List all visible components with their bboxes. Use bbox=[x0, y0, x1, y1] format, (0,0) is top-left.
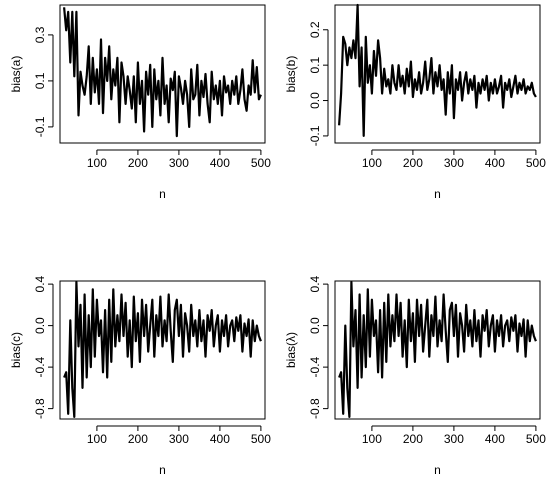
y-tick-label: 0.2 bbox=[308, 21, 322, 38]
y-tick-label: 0.1 bbox=[308, 56, 322, 73]
y-axis-label: bias(c) bbox=[9, 332, 23, 368]
x-tick-label: 200 bbox=[128, 432, 148, 446]
x-tick-label: 200 bbox=[403, 156, 423, 170]
y-tick-label: 0.0 bbox=[308, 317, 322, 334]
plot-frame bbox=[59, 4, 266, 144]
panel-1: 100 200 300 400 500 -0.1 0.1 0.3 n bias(a) bbox=[9, 4, 271, 201]
y-tick-label: -0.4 bbox=[33, 356, 47, 377]
panel-4: 100 200 300 400 500 -0.8 -0.4 0.0 0.4 n bias(λ) bbox=[284, 275, 546, 477]
y-tick-label: 0.0 bbox=[33, 317, 47, 334]
x-tick-label: 200 bbox=[403, 432, 423, 446]
x-tick-label: 400 bbox=[210, 156, 230, 170]
x-tick-label: 400 bbox=[210, 432, 230, 446]
series-line bbox=[338, 3, 537, 137]
plot-frame bbox=[334, 280, 541, 420]
panel-3: 100 200 300 400 500 -0.8 -0.4 0.0 0.4 n bias(c) bbox=[9, 275, 271, 477]
y-axis-label: bias(b) bbox=[284, 56, 298, 93]
x-tick-label: 500 bbox=[251, 156, 271, 170]
x-axis-label: n bbox=[159, 463, 166, 477]
plot-frame bbox=[59, 280, 266, 420]
y-tick-label: -0.8 bbox=[33, 398, 47, 419]
panel-2: 100 200 300 400 500 -0.1 0.0 0.1 0.2 n bias(b) bbox=[284, 3, 546, 201]
x-tick-label: 100 bbox=[87, 432, 107, 446]
y-tick-label: -0.4 bbox=[308, 356, 322, 377]
x-tick-label: 500 bbox=[251, 432, 271, 446]
x-tick-label: 100 bbox=[362, 432, 382, 446]
x-axis-label: n bbox=[159, 187, 166, 201]
plot-frame bbox=[334, 4, 541, 144]
x-tick-label: 300 bbox=[169, 156, 189, 170]
x-tick-label: 300 bbox=[169, 432, 189, 446]
x-tick-label: 300 bbox=[444, 432, 464, 446]
x-axis-label: n bbox=[434, 463, 441, 477]
x-tick-label: 300 bbox=[444, 156, 464, 170]
y-tick-label: 0.4 bbox=[33, 275, 47, 292]
x-tick-label: 500 bbox=[526, 156, 546, 170]
y-tick-label: 0.4 bbox=[308, 275, 322, 292]
y-tick-label: -0.1 bbox=[33, 116, 47, 137]
y-tick-label: 0.0 bbox=[308, 92, 322, 109]
x-tick-label: 400 bbox=[485, 432, 505, 446]
y-tick-label: 0.1 bbox=[33, 72, 47, 89]
x-tick-label: 200 bbox=[128, 156, 148, 170]
series-line bbox=[63, 7, 262, 138]
series-line bbox=[63, 280, 262, 418]
x-tick-label: 100 bbox=[362, 156, 382, 170]
y-tick-label: -0.1 bbox=[308, 125, 322, 146]
y-axis-label: bias(λ) bbox=[284, 332, 298, 368]
x-tick-label: 100 bbox=[87, 156, 107, 170]
y-tick-label: 0.3 bbox=[33, 26, 47, 43]
x-tick-label: 500 bbox=[526, 432, 546, 446]
y-axis-label: bias(a) bbox=[9, 56, 23, 93]
x-tick-label: 400 bbox=[485, 156, 505, 170]
y-tick-label: -0.8 bbox=[308, 398, 322, 419]
x-axis-label: n bbox=[434, 187, 441, 201]
series-line bbox=[338, 280, 537, 418]
